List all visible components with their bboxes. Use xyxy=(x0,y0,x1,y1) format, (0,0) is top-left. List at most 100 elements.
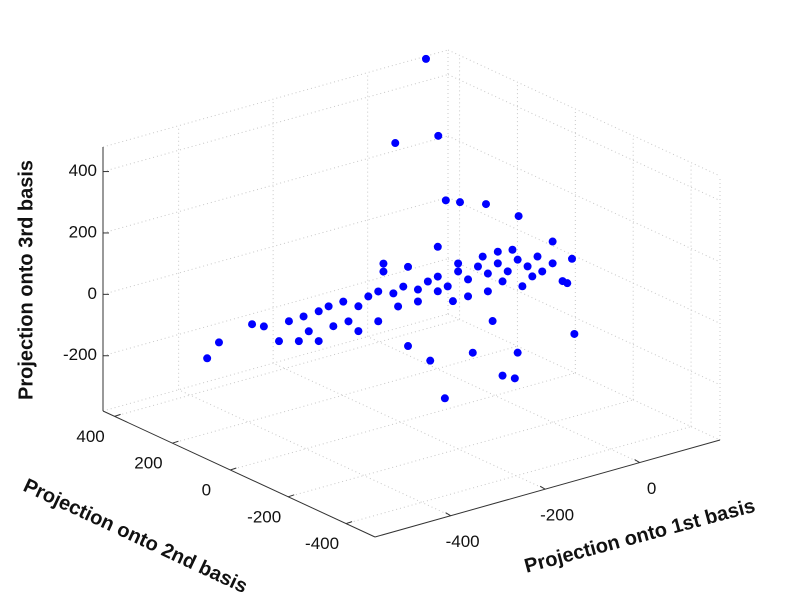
point xyxy=(394,302,403,311)
point xyxy=(304,327,313,336)
grid-line xyxy=(367,336,640,464)
y-tick-label: -400 xyxy=(305,534,339,553)
grid-line xyxy=(288,399,634,498)
point xyxy=(329,322,338,331)
point xyxy=(454,259,463,268)
z-axis-title: Projection onto 3rd basis xyxy=(15,160,37,400)
point xyxy=(548,259,557,268)
point xyxy=(513,348,522,357)
point xyxy=(399,282,408,291)
grid-line xyxy=(172,345,518,444)
point xyxy=(354,327,363,336)
point xyxy=(440,394,449,403)
point xyxy=(563,279,572,288)
point xyxy=(523,262,532,271)
x-tick-label: 0 xyxy=(647,479,656,498)
point xyxy=(379,267,388,276)
point xyxy=(374,317,383,326)
point xyxy=(568,254,577,263)
grid-line xyxy=(102,74,449,173)
point xyxy=(478,252,487,261)
grid-line xyxy=(102,135,449,234)
point xyxy=(259,322,268,331)
point xyxy=(443,282,452,291)
point xyxy=(548,237,557,246)
point xyxy=(379,259,388,268)
point xyxy=(483,269,492,278)
point xyxy=(513,255,522,264)
z-tick-label: 0 xyxy=(88,284,97,303)
pane-edge xyxy=(447,49,721,177)
point xyxy=(493,247,502,256)
point xyxy=(344,317,353,326)
point xyxy=(421,54,430,63)
point xyxy=(389,289,398,298)
point xyxy=(528,272,537,281)
point xyxy=(468,348,477,357)
point xyxy=(448,297,457,306)
point xyxy=(481,200,490,209)
point xyxy=(324,302,333,311)
tick-mark xyxy=(114,413,121,417)
point xyxy=(284,317,293,326)
point xyxy=(404,262,413,271)
y-tick-label: 400 xyxy=(76,427,104,446)
tick-mark xyxy=(539,485,546,490)
point xyxy=(413,297,422,306)
point xyxy=(464,292,473,301)
y-tick-label: -200 xyxy=(247,507,281,526)
point xyxy=(498,371,507,380)
point xyxy=(203,354,212,363)
point xyxy=(274,337,283,346)
point xyxy=(374,287,383,296)
y-tick-label: 0 xyxy=(202,480,211,499)
point xyxy=(354,302,363,311)
point xyxy=(248,320,257,329)
grid-line xyxy=(447,74,721,202)
point xyxy=(503,267,512,276)
grid-line xyxy=(230,372,576,471)
grid-line xyxy=(447,135,721,263)
point xyxy=(339,297,348,306)
point xyxy=(214,338,223,347)
point xyxy=(364,292,373,301)
point xyxy=(404,342,413,351)
tick-mark xyxy=(634,459,640,464)
point xyxy=(493,259,502,268)
grid-line xyxy=(447,196,721,324)
y-axis-title: Projection onto 2nd basis xyxy=(20,475,251,598)
tick-mark xyxy=(345,521,353,525)
pane-edge xyxy=(102,49,449,148)
grid-line xyxy=(178,389,451,517)
tick-mark xyxy=(230,467,237,471)
point xyxy=(314,337,323,346)
x-tick-label: -400 xyxy=(446,532,480,551)
point xyxy=(433,287,442,296)
point xyxy=(538,267,547,276)
point xyxy=(510,374,519,383)
point xyxy=(508,245,517,254)
point xyxy=(441,196,450,205)
point xyxy=(456,198,465,207)
point xyxy=(518,282,527,291)
point xyxy=(423,277,432,286)
x-axis xyxy=(374,439,721,538)
point xyxy=(294,337,303,346)
point xyxy=(413,285,422,294)
pane-edge xyxy=(102,313,449,412)
point xyxy=(426,356,435,365)
x-tick-label: -200 xyxy=(540,506,574,525)
z-tick-label: 400 xyxy=(69,161,97,180)
point xyxy=(498,277,507,286)
point xyxy=(514,212,523,221)
y-tick-label: 200 xyxy=(134,454,162,473)
grid-line xyxy=(272,362,546,490)
point xyxy=(533,252,542,261)
grid-line xyxy=(114,318,460,417)
point xyxy=(488,317,497,326)
tick-mark xyxy=(172,440,179,444)
point xyxy=(454,267,463,276)
point xyxy=(433,242,442,251)
point xyxy=(483,287,492,296)
